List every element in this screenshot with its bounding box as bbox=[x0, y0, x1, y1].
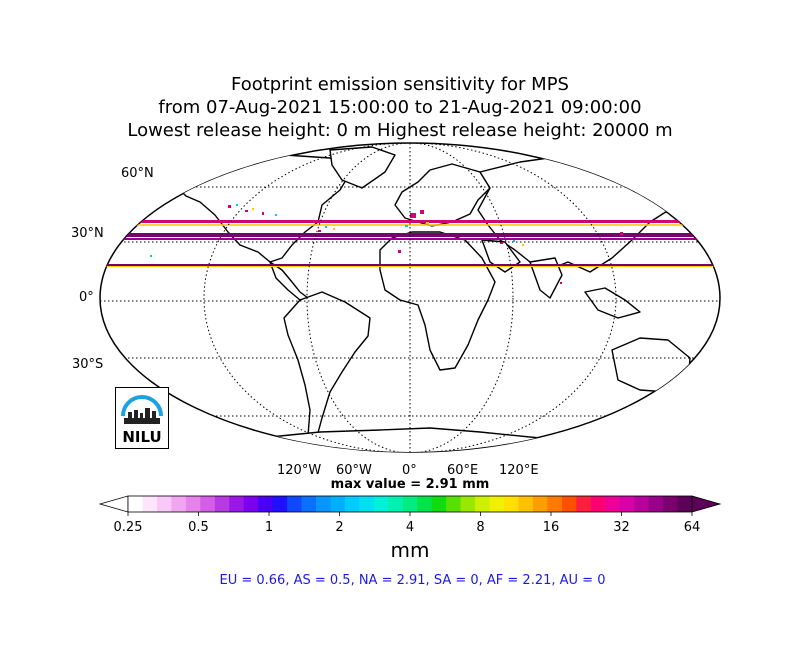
india bbox=[529, 257, 563, 299]
colorbar-segment bbox=[388, 496, 404, 512]
lat-label-60n: 60°N bbox=[121, 166, 154, 181]
colorbar-segment bbox=[272, 496, 288, 512]
southeast-asia bbox=[584, 287, 641, 319]
nilu-logo-icon: NILU bbox=[115, 387, 169, 449]
greenland bbox=[329, 146, 396, 189]
colorbar-segment bbox=[171, 496, 187, 512]
colorbar-segment bbox=[605, 496, 621, 512]
colorbar-segment bbox=[634, 496, 650, 512]
colorbar-segment bbox=[489, 496, 505, 512]
colorbar-segment bbox=[576, 496, 592, 512]
colorbar-tick-label: 0.5 bbox=[188, 520, 209, 535]
colorbar-segment bbox=[446, 496, 462, 512]
colorbar-segment bbox=[128, 496, 143, 512]
map-title-line-2: from 07-Aug-2021 15:00:00 to 21-Aug-2021… bbox=[158, 97, 642, 118]
colorbar-segment bbox=[475, 496, 491, 512]
colorbar-segment bbox=[316, 496, 331, 512]
lon-label-120w: 120°W bbox=[277, 463, 322, 478]
colorbar-segment bbox=[561, 496, 577, 512]
south-america bbox=[283, 291, 371, 441]
lat-label-30n: 30°N bbox=[71, 226, 104, 241]
colorbar-segment bbox=[460, 496, 476, 512]
colorbar-segment bbox=[330, 496, 346, 512]
lon-label-120e: 120°E bbox=[499, 463, 539, 478]
colorbar-segment bbox=[431, 496, 447, 512]
colorbar-segment bbox=[677, 496, 693, 512]
colorbar-segment bbox=[518, 496, 534, 512]
colorbar-segment bbox=[359, 496, 375, 512]
colorbar-tick-label: 16 bbox=[542, 520, 560, 535]
colorbar-segment bbox=[344, 496, 360, 512]
lat-label-30s: 30°S bbox=[72, 357, 104, 372]
lon-label-60e: 60°E bbox=[447, 463, 479, 478]
colorbar-segment bbox=[663, 496, 679, 512]
colorbar-tick-label: 0.25 bbox=[113, 520, 143, 535]
colorbar-tick-label: 4 bbox=[405, 520, 415, 535]
colorbar-over-arrow bbox=[691, 495, 722, 513]
nilu-logo-text: NILU bbox=[122, 428, 162, 446]
colorbar-segment bbox=[229, 496, 245, 512]
lon-label-0: 0° bbox=[402, 463, 417, 478]
colorbar-segment bbox=[258, 496, 274, 512]
colorbar bbox=[98, 495, 722, 516]
colorbar-segment bbox=[200, 496, 216, 512]
colorbar-segment bbox=[417, 496, 433, 512]
colorbar-segment bbox=[402, 496, 418, 512]
colorbar-segment bbox=[185, 496, 201, 512]
colorbar-segment bbox=[243, 496, 259, 512]
colorbar-tick-label: 1 bbox=[264, 520, 274, 535]
colorbar-tick-label: 8 bbox=[476, 520, 485, 535]
colorbar-tick-label: 64 bbox=[683, 520, 701, 535]
colorbar-segment bbox=[590, 496, 606, 512]
map-title-line-1: Footprint emission sensitivity for MPS bbox=[231, 74, 569, 95]
colorbar-under-arrow bbox=[98, 495, 129, 513]
colorbar-tick-label: 2 bbox=[335, 520, 344, 535]
region-summary: EU = 0.66, AS = 0.5, NA = 2.91, SA = 0, … bbox=[219, 573, 606, 588]
colorbar-segment bbox=[301, 496, 317, 512]
colorbar-tick-label: 32 bbox=[613, 520, 630, 535]
colorbar-segment bbox=[648, 496, 664, 512]
colorbar-segment bbox=[504, 496, 519, 512]
colorbar-segment bbox=[547, 496, 563, 512]
max-value-label: max value = 2.91 mm bbox=[330, 477, 490, 492]
colorbar-segment bbox=[373, 496, 389, 512]
colorbar-segment bbox=[156, 496, 172, 512]
colorbar-segment bbox=[142, 496, 158, 512]
colorbar-segment bbox=[532, 496, 548, 512]
colorbar-segment bbox=[619, 496, 635, 512]
colorbar-segment bbox=[214, 496, 230, 512]
lat-label-equator: 0° bbox=[79, 290, 94, 305]
colorbar-segment bbox=[287, 496, 303, 512]
colorbar-unit: mm bbox=[390, 538, 430, 562]
lon-label-60w: 60°W bbox=[336, 463, 372, 478]
map-title-line-3: Lowest release height: 0 m Highest relea… bbox=[127, 120, 673, 141]
